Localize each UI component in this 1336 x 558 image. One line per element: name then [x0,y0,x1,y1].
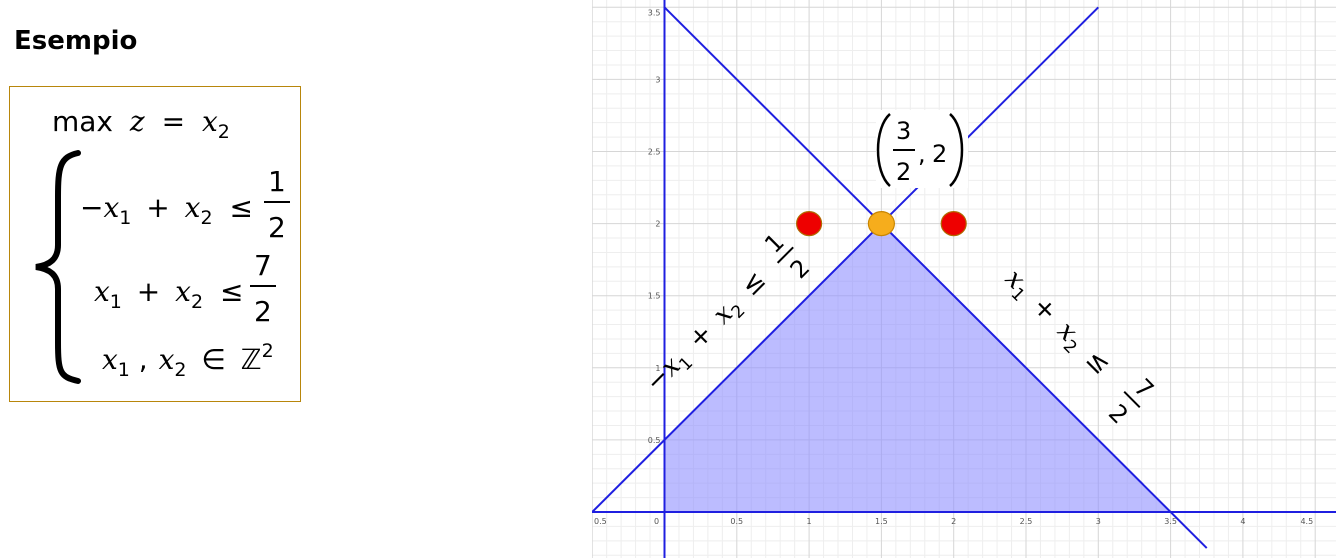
constraint-2-numerator: 7 [254,249,272,282]
y-tick-label: 1.5 [648,292,661,301]
data-points [796,211,967,237]
constraint-2-denominator: 2 [254,295,272,328]
y-tick-label: 1 [655,364,660,373]
feasible-region-graph: 0.5 0 0.5 1 1.5 2 2.5 3 3.5 4 4.5 3.532.521.510.5 … [592,0,1336,558]
infeasible-point [940,211,967,237]
y-tick-labels: 3.5 3 2.5 2 1.5 1 0.5 [648,8,661,445]
x-tick-label: 4 [1240,517,1245,526]
integrality-constraint: x1 , x2 ∈ ℤ2 [102,340,274,383]
y-tick-label: 0.5 [648,436,661,445]
feasible-region [664,223,1171,512]
svg-text:2: 2 [785,254,816,285]
constraint-line-1 [592,6,1100,513]
x-tick-label: 1 [807,517,812,526]
x-tick-label: 0.5 [730,517,743,526]
constraint-1-numerator: 1 [268,165,286,198]
optimum-point-label: 3 2 , 2 [876,110,968,188]
svg-text:−x1 + x2 ≤: −x1 + x2 ≤ [640,266,777,403]
svg-text:x1 + x2 ≤: x1 + x2 ≤ [995,264,1116,385]
system-brace [35,150,81,384]
svg-text:2: 2 [896,158,911,186]
constraint-1: −x1 + x2 ≤ [80,191,253,231]
x-tick-label: 3 [1096,517,1101,526]
svg-text:3: 3 [896,117,911,145]
objective-row: max z = x2 [52,105,230,143]
svg-text:2: 2 [1103,399,1134,430]
constraint-line-2 [663,6,1208,549]
constraint-1-denominator: 2 [268,211,286,244]
x-tick-label: 2.5 [1020,517,1033,526]
x-tick-labels: 0.5 0 0.5 1 1.5 2 2.5 3 3.5 4 4.5 [594,517,1313,526]
x-tick-label: 2 [951,517,956,526]
y-tick-label: 3.5 [648,8,661,17]
y-tick-label: 2 [655,220,660,229]
slide-title: Esempio [14,26,138,56]
x-tick-label: 3.5 [1164,517,1177,526]
y-tick-label: 2.5 [648,148,661,157]
y-tick-label: 3 [655,75,660,84]
x-tick-label: 4.5 [1300,517,1313,526]
problem-box: max z = x2 −x1 + x2 ≤ 1 2 x1 + x2 ≤ 7 2 … [9,86,301,402]
constraint-2: x1 + x2 ≤ [94,275,243,315]
problem-formula: max z = x2 −x1 + x2 ≤ 1 2 x1 + x2 ≤ 7 2 … [35,105,290,384]
x-tick-label: 0 [654,517,659,526]
x-tick-label: 1.5 [875,517,888,526]
x-tick-label: 0.5 [594,517,607,526]
svg-text:2: 2 [932,140,947,168]
svg-text:,: , [918,140,926,168]
infeasible-point [796,211,823,237]
constraint-line-2-label: x1 + x2 ≤ 7 2 [995,264,1159,430]
optimum-point [867,211,895,237]
